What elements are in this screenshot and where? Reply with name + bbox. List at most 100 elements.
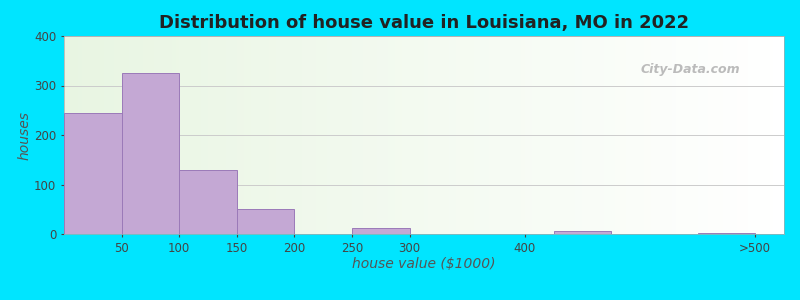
Bar (352, 36, 356, 234)
Bar (258, 36, 262, 234)
Bar (482, 36, 485, 234)
Bar (133, 36, 136, 234)
Bar (392, 36, 395, 234)
Bar (306, 36, 309, 234)
Bar (215, 36, 219, 234)
Bar (226, 36, 230, 234)
Bar (366, 36, 370, 234)
Bar (169, 36, 172, 234)
Bar (543, 36, 546, 234)
Bar (162, 36, 165, 234)
Bar (586, 36, 590, 234)
Bar (499, 36, 503, 234)
Bar (140, 36, 143, 234)
Bar (442, 36, 446, 234)
Bar (741, 36, 745, 234)
Bar (291, 36, 294, 234)
Bar (615, 36, 618, 234)
Bar (414, 36, 417, 234)
Bar (100, 36, 104, 234)
Bar (503, 36, 507, 234)
Bar (611, 36, 615, 234)
Bar (770, 36, 774, 234)
Bar (316, 36, 320, 234)
Bar (658, 36, 662, 234)
Bar (554, 36, 558, 234)
Bar (262, 36, 266, 234)
Bar (122, 36, 125, 234)
Bar (406, 36, 410, 234)
Bar (428, 36, 431, 234)
Bar (126, 36, 129, 234)
Bar (485, 36, 489, 234)
Bar (489, 36, 493, 234)
Bar (474, 36, 478, 234)
Bar (176, 36, 179, 234)
Bar (345, 36, 349, 234)
Bar (719, 36, 723, 234)
Bar (435, 36, 438, 234)
Bar (716, 36, 719, 234)
Bar (431, 36, 435, 234)
Bar (424, 36, 428, 234)
Bar (349, 36, 352, 234)
Bar (654, 36, 658, 234)
Bar (154, 36, 158, 234)
Bar (363, 36, 366, 234)
Bar (359, 36, 363, 234)
Bar (550, 36, 554, 234)
Bar (680, 36, 683, 234)
Bar (554, 230, 611, 234)
Bar (748, 36, 752, 234)
Bar (723, 36, 726, 234)
Bar (86, 36, 89, 234)
Bar (709, 36, 712, 234)
Bar (309, 36, 313, 234)
Bar (370, 36, 374, 234)
Bar (298, 36, 302, 234)
Bar (150, 36, 154, 234)
Bar (234, 36, 237, 234)
Bar (687, 36, 690, 234)
Bar (266, 36, 270, 234)
Bar (781, 36, 784, 234)
Bar (338, 36, 342, 234)
Bar (546, 36, 550, 234)
Bar (647, 36, 651, 234)
Bar (705, 36, 709, 234)
Bar (64, 36, 67, 234)
Bar (356, 36, 359, 234)
Bar (114, 36, 118, 234)
Bar (518, 36, 522, 234)
Bar (122, 73, 179, 234)
Bar (651, 36, 654, 234)
Bar (701, 36, 705, 234)
Title: Distribution of house value in Louisiana, MO in 2022: Distribution of house value in Louisiana… (159, 14, 689, 32)
Bar (143, 36, 146, 234)
Bar (219, 36, 222, 234)
Bar (694, 36, 698, 234)
Bar (147, 36, 150, 234)
Bar (464, 36, 467, 234)
Bar (211, 36, 215, 234)
Bar (237, 36, 240, 234)
Bar (342, 36, 345, 234)
Bar (493, 36, 496, 234)
Bar (284, 36, 287, 234)
Bar (287, 36, 291, 234)
Bar (622, 36, 626, 234)
Bar (539, 36, 543, 234)
Bar (352, 228, 410, 234)
Bar (726, 36, 730, 234)
Bar (334, 36, 338, 234)
Bar (536, 36, 539, 234)
Bar (478, 36, 482, 234)
Bar (601, 36, 604, 234)
Bar (643, 36, 647, 234)
Bar (75, 36, 78, 234)
Bar (460, 36, 464, 234)
Bar (294, 36, 298, 234)
Bar (237, 209, 294, 234)
Bar (198, 36, 201, 234)
Bar (734, 36, 738, 234)
